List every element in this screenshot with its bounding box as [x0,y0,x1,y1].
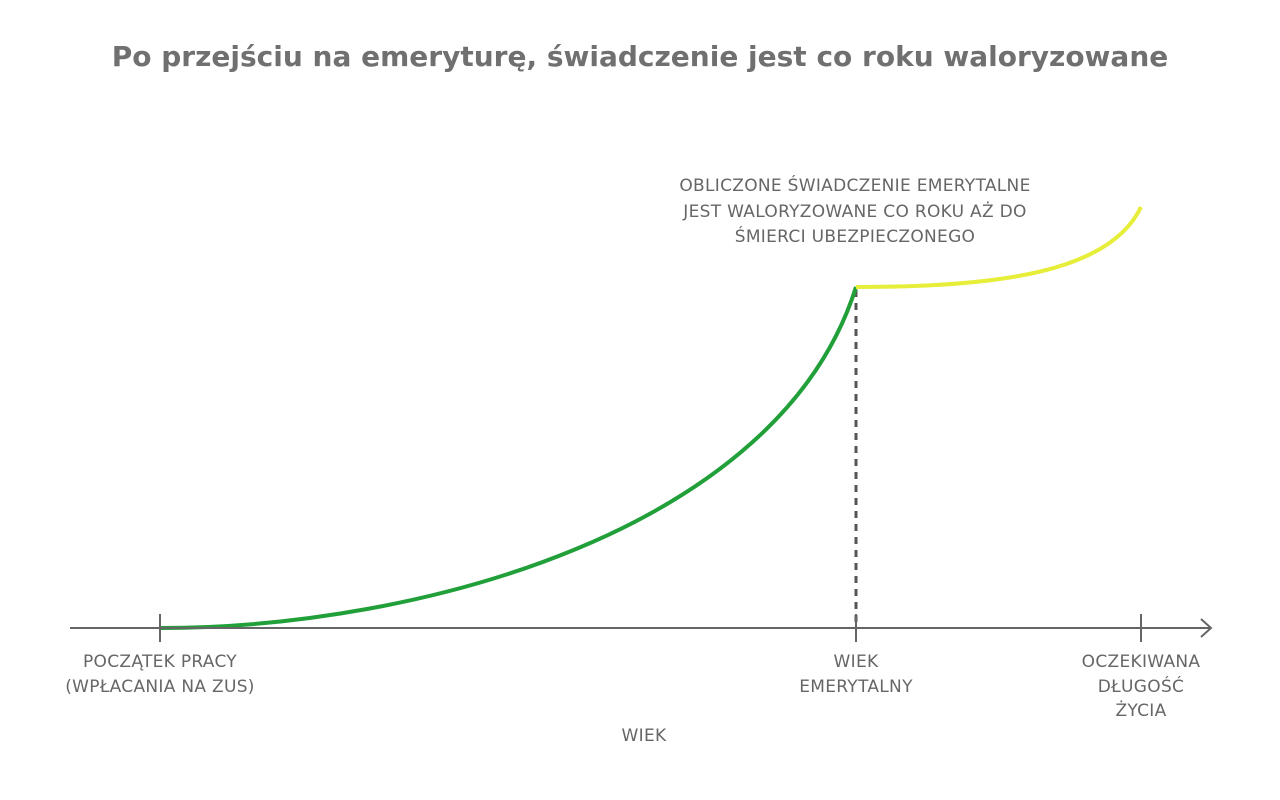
annotation: JEST WALORYZOWANE CO ROKU AŻ DO [682,201,1026,222]
axis-arrow [1200,618,1213,638]
x-label: OCZEKIWANA [1082,652,1201,672]
title: Po przejściu na emeryturę, świadczenie j… [112,40,1169,73]
annotation: OBLICZONE ŚWIADCZENIE EMERYTALNE [679,174,1030,196]
benefit-curve [855,206,1143,289]
savings-curve [159,286,858,630]
x-label: EMERYTALNY [799,677,913,697]
x-label: WIEK [834,652,879,672]
x-label: DŁUGOŚĆ [1098,675,1184,697]
x-label: ŻYCIA [1115,700,1166,721]
annotation: ŚMIERCI UBEZPIECZONEGO [735,225,975,247]
x-label: POCZĄTEK PRACY [83,652,237,672]
x-label: (WPŁACANIA NA ZUS) [65,677,255,697]
x-axis-label: WIEK [622,726,667,746]
